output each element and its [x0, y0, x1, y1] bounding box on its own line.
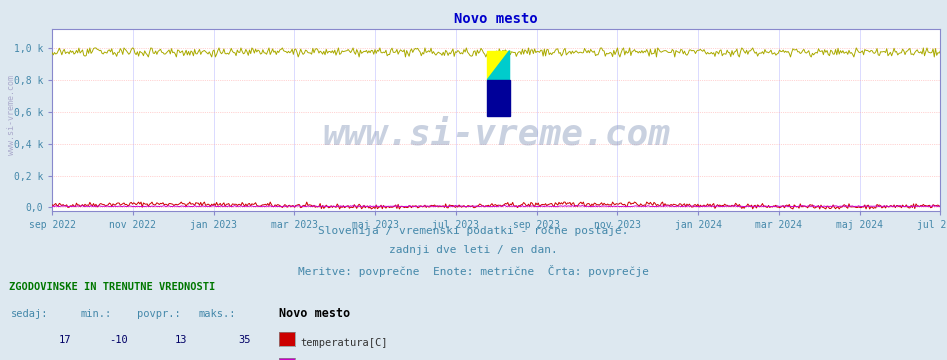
Text: Novo mesto: Novo mesto	[279, 307, 350, 320]
Text: Slovenija / vremenski podatki - ročne postaje.: Slovenija / vremenski podatki - ročne po…	[318, 225, 629, 235]
Text: temperatura[C]: temperatura[C]	[300, 338, 387, 348]
Polygon shape	[488, 80, 509, 116]
Text: sedaj:: sedaj:	[11, 309, 49, 319]
Title: Novo mesto: Novo mesto	[455, 12, 538, 26]
Text: 17: 17	[59, 335, 71, 345]
Text: ZGODOVINSKE IN TRENUTNE VREDNOSTI: ZGODOVINSKE IN TRENUTNE VREDNOSTI	[9, 282, 216, 292]
Text: -10: -10	[109, 335, 128, 345]
Text: 35: 35	[239, 335, 251, 345]
Text: min.:: min.:	[80, 309, 112, 319]
Text: www.si-vreme.com: www.si-vreme.com	[322, 117, 670, 151]
Polygon shape	[488, 51, 509, 80]
Text: www.si-vreme.com: www.si-vreme.com	[7, 75, 16, 155]
Text: povpr.:: povpr.:	[137, 309, 181, 319]
Polygon shape	[488, 51, 509, 80]
Text: zadnji dve leti / en dan.: zadnji dve leti / en dan.	[389, 245, 558, 255]
Text: maks.:: maks.:	[199, 309, 237, 319]
Text: 13: 13	[175, 335, 188, 345]
Text: Meritve: povprečne  Enote: metrične  Črta: povprečje: Meritve: povprečne Enote: metrične Črta:…	[298, 265, 649, 276]
